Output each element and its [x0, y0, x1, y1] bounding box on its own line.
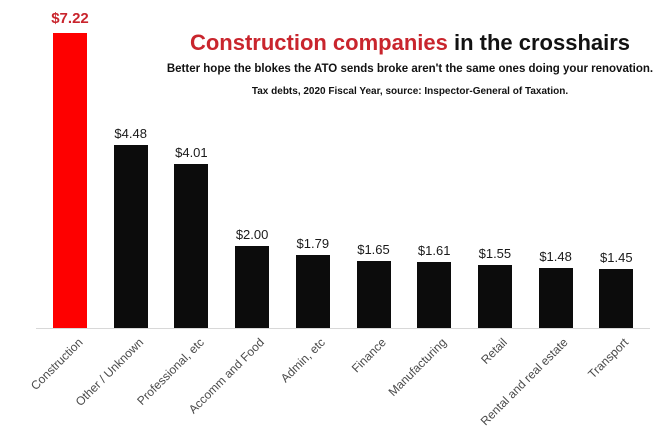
- x-tick-label-finance: Finance: [348, 335, 389, 376]
- chart-title-highlight: Construction companies: [189, 30, 448, 55]
- bar-manufacturing: [417, 262, 452, 328]
- chart-title-rest: in the crosshairs: [447, 30, 631, 55]
- chart-title: Construction companies in the crosshairs: [160, 31, 657, 55]
- x-tick-label-retail: Retail: [478, 335, 511, 367]
- chart-subtitle: Better hope the blokes the ATO sends bro…: [166, 63, 654, 75]
- bar-construction: [53, 33, 87, 328]
- x-tick-label-admin-etc: Admin, etc: [278, 335, 329, 386]
- value-label-professional-etc: $4.01: [175, 145, 208, 160]
- x-tick-label-transport: Transport: [585, 335, 632, 382]
- bar-rental-and-real-estate: [538, 268, 573, 328]
- value-label-construction: $7.22: [51, 10, 89, 27]
- bar-other-unknown: [113, 145, 148, 328]
- bar-professional-etc: [174, 164, 209, 328]
- value-label-transport: $1.45: [600, 250, 633, 265]
- bar-retail: [477, 265, 512, 328]
- value-label-rental-and-real-estate: $1.48: [539, 249, 572, 264]
- value-label-accomm-and-food: $2.00: [235, 227, 269, 242]
- value-label-finance: $1.65: [357, 242, 390, 257]
- value-label-other-unknown: $4.48: [114, 126, 147, 141]
- x-tick-label-manufacturing: Manufacturing: [385, 335, 450, 399]
- bar-finance: [356, 261, 391, 328]
- value-label-admin-etc: $1.79: [296, 236, 330, 251]
- bar-transport: [599, 269, 634, 328]
- value-label-manufacturing: $1.61: [417, 243, 451, 258]
- bar-accomm-and-food: [235, 246, 270, 328]
- x-tick-label-construction: Construction: [27, 335, 86, 393]
- bar-admin-etc: [295, 255, 330, 328]
- chart-source-note: Tax debts, 2020 Fiscal Year, source: Ins…: [251, 86, 569, 97]
- value-label-retail: $1.55: [478, 246, 512, 261]
- chart-header: Construction companies in the crosshairs…: [160, 31, 657, 98]
- x-axis-line: [36, 328, 650, 329]
